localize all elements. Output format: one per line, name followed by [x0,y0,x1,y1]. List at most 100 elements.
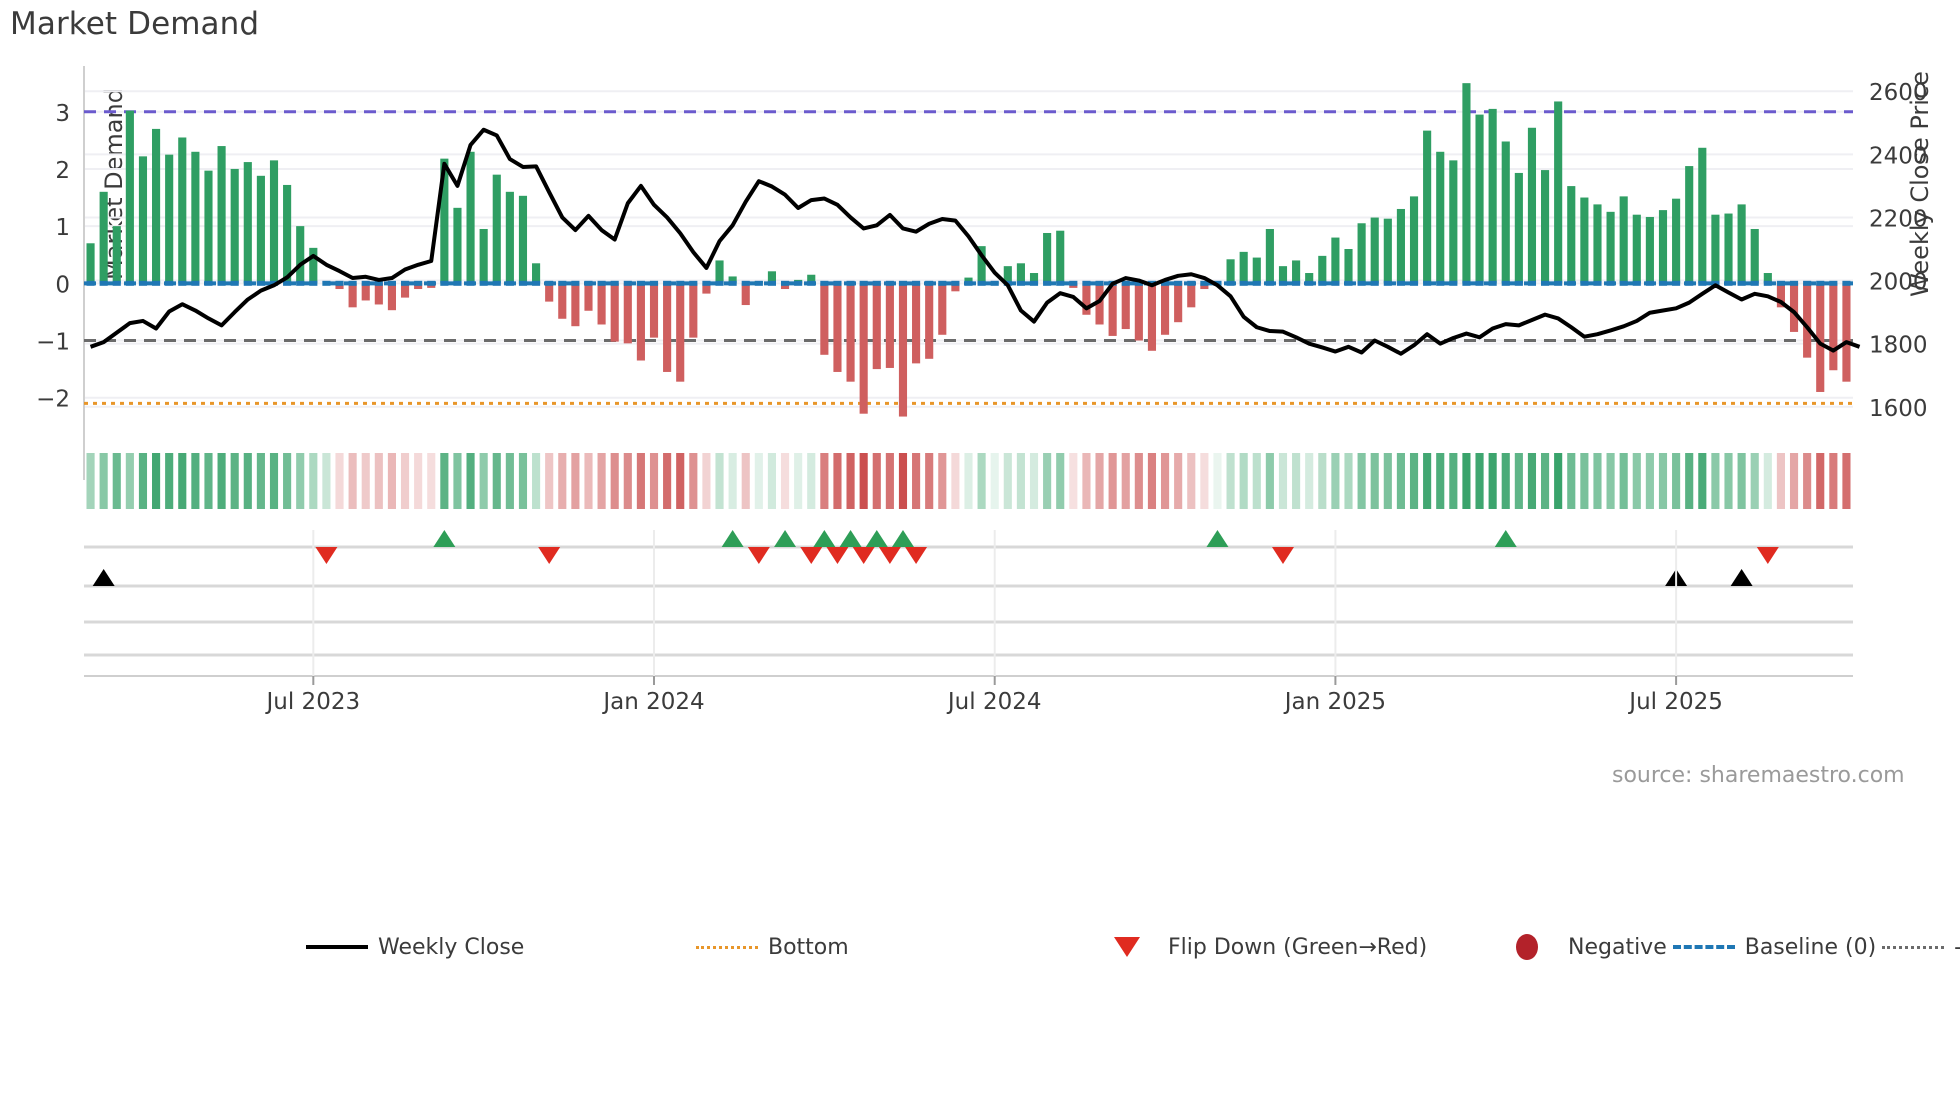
heatmap-cell [99,453,108,509]
demand-bar [361,283,370,301]
heatmap-cell [518,453,528,509]
demand-bar [859,283,868,414]
heatmap-cell [1436,453,1445,509]
heatmap-cell [689,453,698,509]
demand-bar [1842,283,1851,382]
flip-down-marker [747,547,770,564]
demand-bar [283,184,292,284]
demand-bar [256,175,265,284]
heatmap-cell [990,453,999,509]
heatmap-cell [269,453,279,509]
demand-bar [1134,283,1143,341]
heatmap-cell [1003,453,1012,509]
demand-bar [741,283,750,306]
y-tick-left: −2 [36,387,70,413]
heatmap-cell [309,453,318,509]
heatmap-cell [1789,453,1799,509]
heatmap-cell [754,453,763,509]
y-tick-right: 1800 [1869,333,1928,359]
y-tick-left: 3 [55,101,70,127]
heatmap-cell [414,453,423,509]
demand-bar [296,226,305,284]
heatmap-cell [230,453,239,509]
heatmap-cell [1527,453,1537,509]
flip-down-marker [538,547,561,564]
demand-bar [191,151,200,284]
heatmap-cell [794,453,803,509]
demand-bar [1318,255,1327,284]
demand-bar [1501,141,1510,284]
heatmap-cell [767,453,777,509]
demand-bar [466,151,475,284]
legend-item-weekly-close[interactable]: Weekly Close [300,928,690,966]
heatmap-cell [440,453,449,509]
demand-bar [1750,228,1759,284]
heatmap-cell [676,453,685,509]
heatmap-cell [112,453,121,509]
legend-label: Flip Down (Green→Red) [1168,934,1428,960]
demand-bar [846,283,855,382]
heatmap-cell [1567,453,1576,509]
heatmap-cell [165,453,174,509]
heatmap-cell [1160,453,1170,509]
heatmap-cell [715,453,724,509]
demand-bar [689,283,698,338]
demand-bar [1344,249,1353,284]
heatmap-cell [466,453,475,509]
heatmap-cell [820,453,829,509]
heatmap-cell [1488,453,1497,509]
demand-bar [1672,198,1681,284]
heatmap-cell [1776,453,1785,509]
demand-bar [1147,283,1157,351]
legend-item-minus-one-level[interactable]: -1 level [1876,928,1960,966]
dotted-orange-line-icon [690,945,764,949]
demand-bar [1121,283,1130,330]
heatmap-cell [728,453,737,509]
heatmap-cell [1056,453,1065,509]
demand-bar [1029,273,1039,284]
heatmap-cell [479,453,488,509]
heatmap-cell [400,453,410,509]
heatmap-cell [1672,453,1681,509]
heatmap-cell [584,453,593,509]
demand-bar [1829,283,1838,371]
heatmap-cell [833,453,842,509]
demand-bar [479,228,488,284]
demand-bar [1108,283,1117,336]
demand-bar [505,191,514,284]
heatmap-cell [1095,453,1104,509]
demand-bar [1698,147,1707,284]
heatmap-cell [741,453,750,509]
heatmap-cell [1462,453,1471,509]
heatmap-cell [217,453,226,509]
legend-item-baseline[interactable]: Baseline (0) [1667,928,1876,966]
demand-bar [1803,283,1812,358]
flip-up-marker [839,530,862,547]
demand-bar [400,283,410,298]
demand-bar [1645,216,1654,284]
y-tick-left: −1 [36,330,70,356]
demand-bar [1462,83,1471,284]
demand-bar [1409,196,1419,284]
heatmap-cell [1344,453,1353,509]
flip-up-marker [813,530,836,547]
demand-bar [964,277,973,284]
heatmap-cell [1200,453,1209,509]
heatmap-cell [1816,453,1825,509]
legend-item-bottom[interactable]: Bottom [690,928,1090,966]
heatmap-cell [663,453,672,509]
legend-label: -1 level [1950,935,1960,960]
x-tick-label: Jan 2024 [601,689,704,715]
demand-bar [545,283,554,302]
heatmap-cell [296,453,305,509]
heatmap-cell [1698,453,1707,509]
demand-bar [86,243,95,284]
demand-bar [584,283,593,311]
heatmap-cell [374,453,383,509]
legend-item-flip-down[interactable]: Flip Down (Green→Red) [1090,928,1490,966]
legend-item-negative[interactable]: Negative [1490,928,1667,966]
demand-bar [807,274,816,284]
heatmap-cell [348,453,357,509]
flip-down-marker [1756,547,1779,564]
demand-bar [610,283,619,342]
